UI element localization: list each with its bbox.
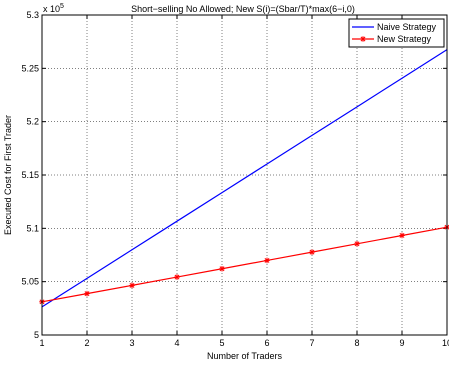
legend-box — [348, 18, 445, 48]
y-tick-label: 5 — [34, 330, 39, 340]
x-axis-title: Number of Traders — [207, 351, 283, 361]
x-tick-label: 1 — [39, 338, 44, 348]
series-line-naive-strategy — [41, 49, 448, 308]
legend-star-marker — [360, 36, 366, 42]
marker-stroke — [354, 241, 360, 247]
y-axis-title: Executed Cost for First Trader — [3, 115, 13, 235]
marker-stroke — [309, 249, 315, 255]
x-tick-label: 7 — [309, 338, 314, 348]
marker-stroke — [174, 274, 180, 280]
marker-stroke — [399, 233, 405, 238]
data-point-new-strategy — [84, 290, 90, 297]
data-point-new-strategy — [354, 241, 360, 247]
data-point-new-strategy — [309, 249, 315, 255]
y-exponent-base: x 10 — [43, 4, 60, 14]
x-tick-label: 2 — [84, 338, 89, 348]
x-tick-label: 10 — [442, 338, 449, 348]
y-tick-label: 5.05 — [21, 277, 39, 287]
y-tick-label: 5.2 — [26, 117, 39, 127]
y-exponent-label: x 105 — [43, 3, 64, 14]
y-tick-label: 5.25 — [21, 63, 39, 73]
series-line-new-strategy — [41, 226, 448, 303]
x-tick-label: 8 — [354, 338, 359, 348]
y-tick-label: 5.15 — [21, 170, 39, 180]
data-point-new-strategy — [174, 274, 180, 280]
marker-stroke — [219, 266, 225, 272]
x-tick-label: 9 — [399, 338, 404, 348]
y-tick-label: 5.1 — [26, 223, 39, 233]
marker-stroke — [129, 282, 135, 288]
data-point-new-strategy — [129, 282, 135, 289]
x-tick-label: 3 — [129, 338, 134, 348]
x-tick-label: 5 — [219, 338, 224, 348]
legend: Naive Strategy New Strategy — [348, 18, 445, 48]
marker-stroke — [360, 36, 366, 42]
plot-frame — [41, 14, 448, 336]
x-tick-label: 4 — [174, 338, 179, 348]
marker-stroke — [84, 291, 90, 297]
chart-title: Short−selling No Allowed; New S(i)=(Sbar… — [131, 4, 355, 14]
x-tick-label: 6 — [264, 338, 269, 348]
legend-label-new-strategy: New Strategy — [377, 34, 432, 44]
series-layer — [39, 49, 449, 308]
legend-label-naive-strategy: Naive Strategy — [377, 22, 437, 32]
tick-labels: 1 2 3 4 5 6 7 8 9 10 5 5.05 5.1 5.15 5.2 5.25 5.3 — [21, 10, 449, 348]
legend-marker-new-strategy — [360, 36, 366, 42]
data-point-new-strategy — [264, 257, 270, 264]
y-tick-label: 5.3 — [26, 10, 39, 20]
data-point-new-strategy — [219, 265, 225, 272]
y-exponent-power: 5 — [60, 3, 64, 10]
data-point-new-strategy — [399, 232, 405, 239]
marker-stroke — [264, 257, 270, 263]
